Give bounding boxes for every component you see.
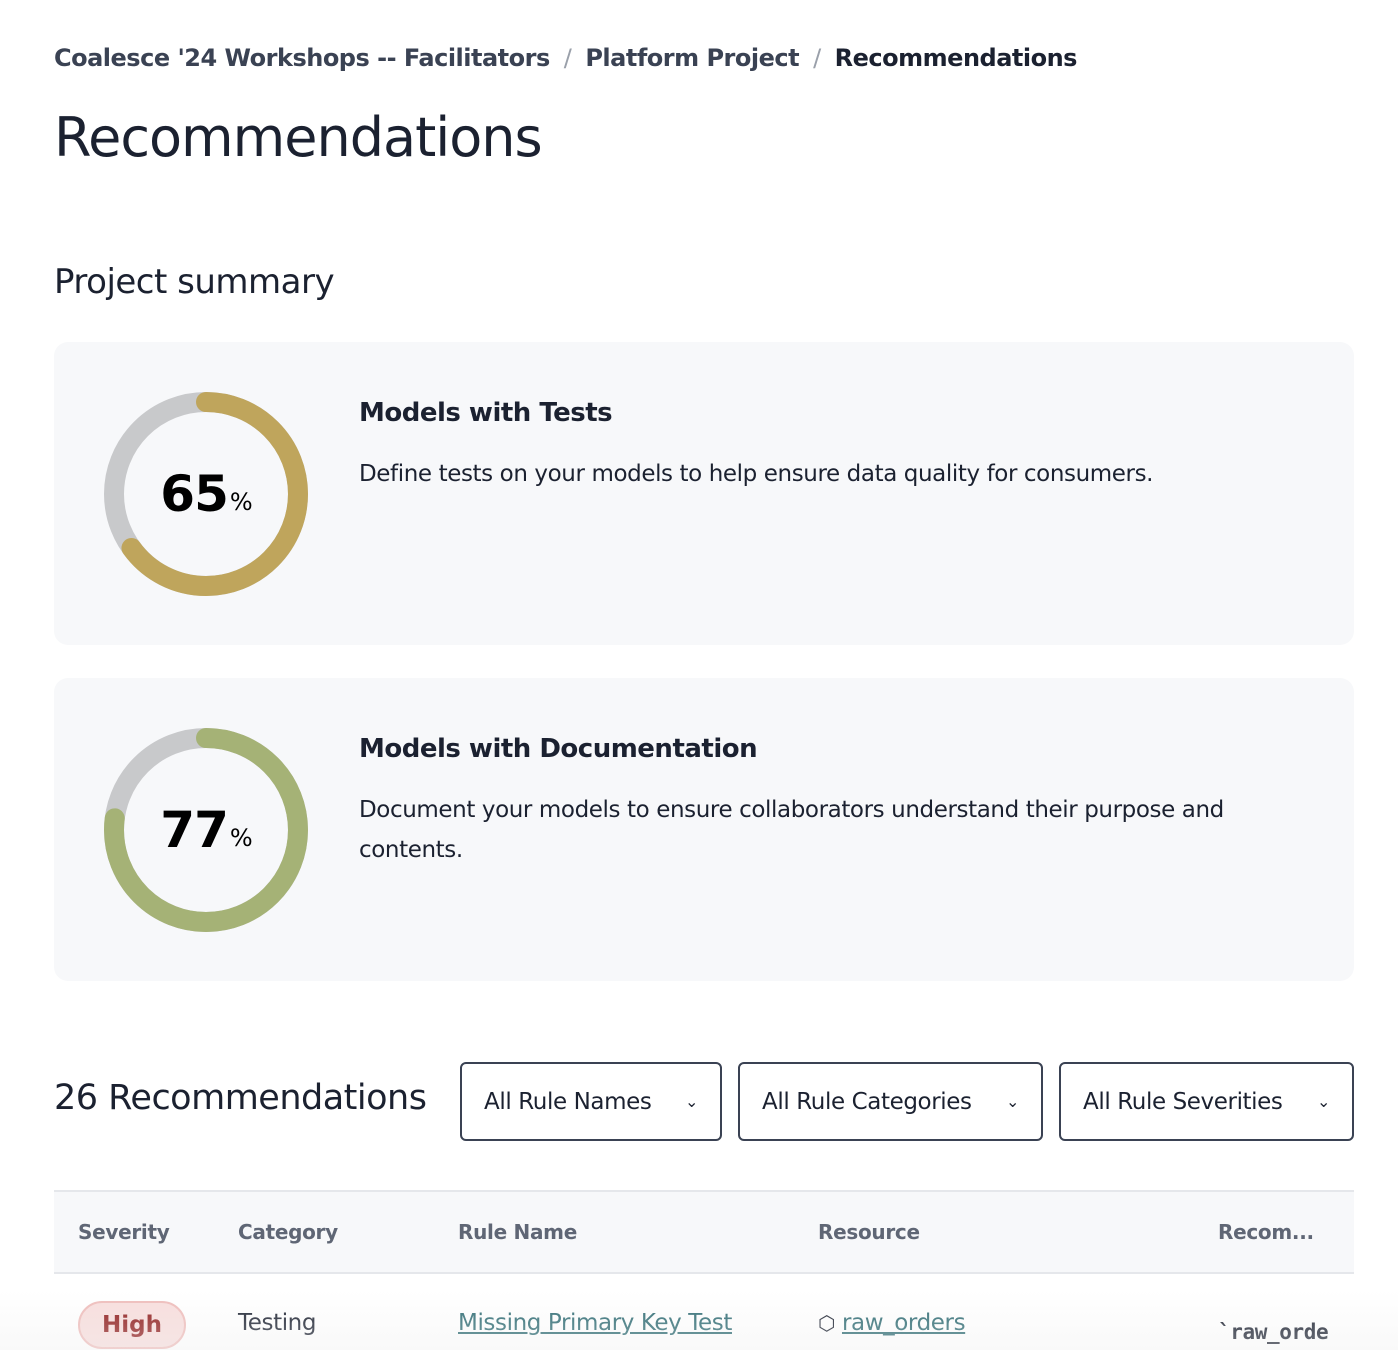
page-title: Recommendations (54, 106, 543, 169)
recommendations-count: 26 Recommendations (54, 1078, 427, 1118)
rule-name-link[interactable]: Missing Primary Key Test (458, 1310, 732, 1336)
percent-value: 77 (160, 801, 229, 859)
column-recommendation[interactable]: Recom... (1218, 1220, 1314, 1244)
summary-card-tests: 65% Models with Tests Define tests on yo… (54, 342, 1354, 645)
summary-card-docs: 77% Models with Documentation Document y… (54, 678, 1354, 981)
category-cell: Testing (238, 1310, 317, 1336)
resource-link[interactable]: raw_orders (841, 1310, 966, 1336)
card-description: Define tests on your models to help ensu… (359, 461, 1154, 487)
column-rule-name[interactable]: Rule Name (458, 1220, 577, 1244)
card-title: Models with Documentation (359, 734, 758, 764)
breadcrumb: Coalesce '24 Workshops -- Facilitators / … (54, 44, 1077, 72)
percent-value: 65 (160, 465, 229, 523)
ring-fill (104, 392, 308, 596)
chevron-down-icon: ⌄ (684, 1092, 698, 1111)
ring-fill (104, 728, 308, 932)
column-severity[interactable]: Severity (78, 1220, 170, 1244)
breadcrumb-item[interactable]: Coalesce '24 Workshops -- Facilitators (54, 44, 550, 72)
table-header: Severity Category Rule Name Resource Rec… (54, 1190, 1354, 1274)
progress-ring (104, 728, 308, 932)
column-resource[interactable]: Resource (818, 1220, 920, 1244)
recommendation-cell: `raw_orde (1218, 1320, 1329, 1344)
breadcrumb-item[interactable]: Platform Project (585, 44, 800, 72)
model-cube-icon: ⬡ (818, 1311, 836, 1335)
chevron-down-icon: ⌄ (1316, 1092, 1330, 1111)
chevron-down-icon: ⌄ (1005, 1092, 1019, 1111)
breadcrumb-current: Recommendations (834, 44, 1078, 72)
card-title: Models with Tests (359, 398, 613, 428)
progress-ring (104, 392, 308, 596)
card-description: Document your models to ensure collabora… (359, 797, 1224, 863)
rule-names-filter[interactable]: All Rule Names ⌄ (460, 1062, 722, 1141)
section-heading: Project summary (54, 262, 335, 302)
rule-severities-filter[interactable]: All Rule Severities ⌄ (1059, 1062, 1354, 1141)
severity-badge: High (78, 1301, 186, 1349)
column-category[interactable]: Category (238, 1220, 338, 1244)
rule-categories-filter[interactable]: All Rule Categories ⌄ (738, 1062, 1043, 1141)
